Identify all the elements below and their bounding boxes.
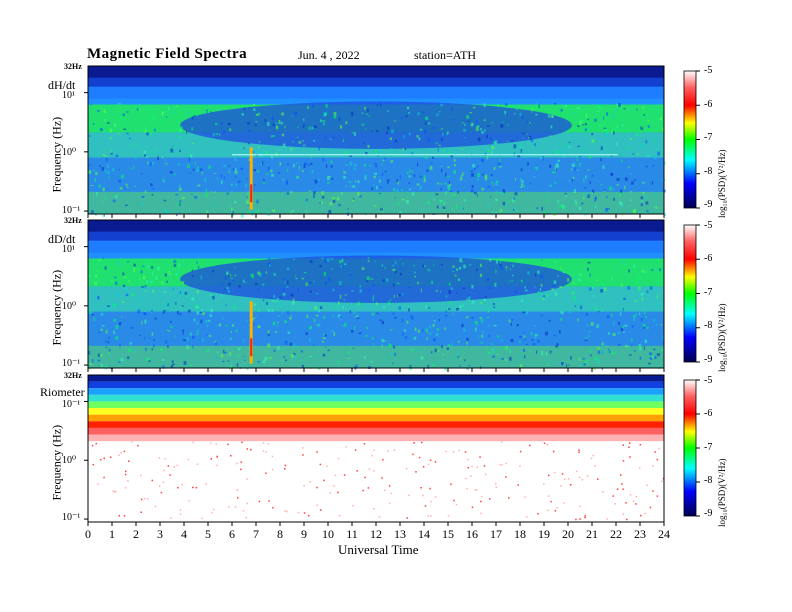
station-label: station=ATH: [414, 48, 477, 62]
x-tick-label: 23: [634, 527, 646, 541]
x-tick-label: 2: [133, 527, 139, 541]
colorbar-tick: -8: [704, 166, 713, 177]
spectrogram-dhdt: [88, 66, 666, 218]
colorbar-label: log₁₀(PSD)(V²/Hz): [717, 303, 727, 372]
x-tick-label: 5: [205, 527, 211, 541]
colorbar-tick: -6: [704, 99, 713, 110]
x-tick-label: 4: [181, 527, 187, 541]
ytick-label: 10⁻¹: [62, 399, 81, 410]
ytick-label: 10⁰: [62, 147, 77, 158]
colorbar-tick: -7: [704, 132, 713, 143]
colorbar-tick: -5: [704, 65, 713, 76]
colorbar-tick: -8: [704, 320, 713, 331]
x-tick-label: 17: [490, 527, 502, 541]
y-axis-label: Frequency (Hz): [49, 269, 64, 346]
x-tick-label: 22: [610, 527, 622, 541]
panel-label-riometer: Riometer: [40, 385, 85, 399]
x-tick-label: 14: [418, 527, 430, 541]
spectrogram-riometer: [88, 375, 665, 522]
ytick-label: 10⁻¹: [62, 512, 81, 523]
x-axis-label: Universal Time: [338, 542, 419, 557]
x-tick-label: 9: [301, 527, 307, 541]
x-tick-label: 20: [562, 527, 574, 541]
x-tick-label: 3: [157, 527, 163, 541]
date-label: Jun. 4 , 2022: [298, 48, 360, 62]
ytick-label: 10⁰: [62, 455, 77, 466]
colorbar-tick: -6: [704, 408, 713, 419]
colorbar-tick: -9: [704, 354, 713, 365]
top-freq-label: 32Hz: [64, 62, 82, 71]
x-tick-label: 0: [85, 527, 91, 541]
x-tick-label: 13: [394, 527, 406, 541]
x-tick-label: 16: [466, 527, 478, 541]
x-tick-label: 6: [229, 527, 235, 541]
ytick-label: 10¹: [62, 244, 75, 255]
ytick-label: 10⁻¹: [62, 358, 81, 369]
x-tick-label: 7: [253, 527, 259, 541]
spectrogram-dddt: [88, 220, 665, 371]
chart-title: Magnetic Field Spectra: [87, 46, 248, 62]
panel-label-dhdt: dH/dt: [48, 78, 76, 92]
colorbar: [683, 224, 697, 363]
ytick-label: 10⁰: [62, 301, 77, 312]
x-tick-label: 19: [538, 527, 550, 541]
panel-label-dddt: dD/dt: [48, 232, 76, 246]
colorbar: [683, 379, 697, 517]
colorbar-tick: -9: [704, 508, 713, 519]
colorbar-tick: -5: [704, 375, 713, 386]
colorbar-tick: -5: [704, 220, 713, 231]
x-tick-label: 24: [658, 527, 670, 541]
colorbar-tick: -7: [704, 442, 713, 453]
colorbar-tick: -9: [704, 199, 713, 210]
x-tick-label: 11: [346, 527, 358, 541]
y-axis-label: Frequency (Hz): [49, 424, 64, 501]
colorbar: [683, 70, 697, 209]
y-axis-label: Frequency (Hz): [49, 116, 64, 193]
colorbar-label: log₁₀(PSD)(V²/Hz): [717, 458, 727, 527]
top-freq-label: 32Hz: [64, 216, 82, 225]
colorbar-tick: -7: [704, 287, 713, 298]
colorbar-tick: -6: [704, 253, 713, 264]
x-tick-label: 12: [370, 527, 382, 541]
x-tick-label: 18: [514, 527, 526, 541]
colorbar-tick: -8: [704, 475, 713, 486]
x-tick-label: 1: [109, 527, 115, 541]
ytick-label: 10¹: [62, 90, 75, 101]
x-tick-label: 21: [586, 527, 598, 541]
x-tick-label: 15: [442, 527, 454, 541]
top-freq-label: 32Hz: [64, 371, 82, 380]
x-tick-label: 8: [277, 527, 283, 541]
x-tick-label: 10: [322, 527, 334, 541]
ytick-label: 10⁻¹: [62, 205, 81, 216]
colorbar-label: log₁₀(PSD)(V²/Hz): [717, 149, 727, 218]
